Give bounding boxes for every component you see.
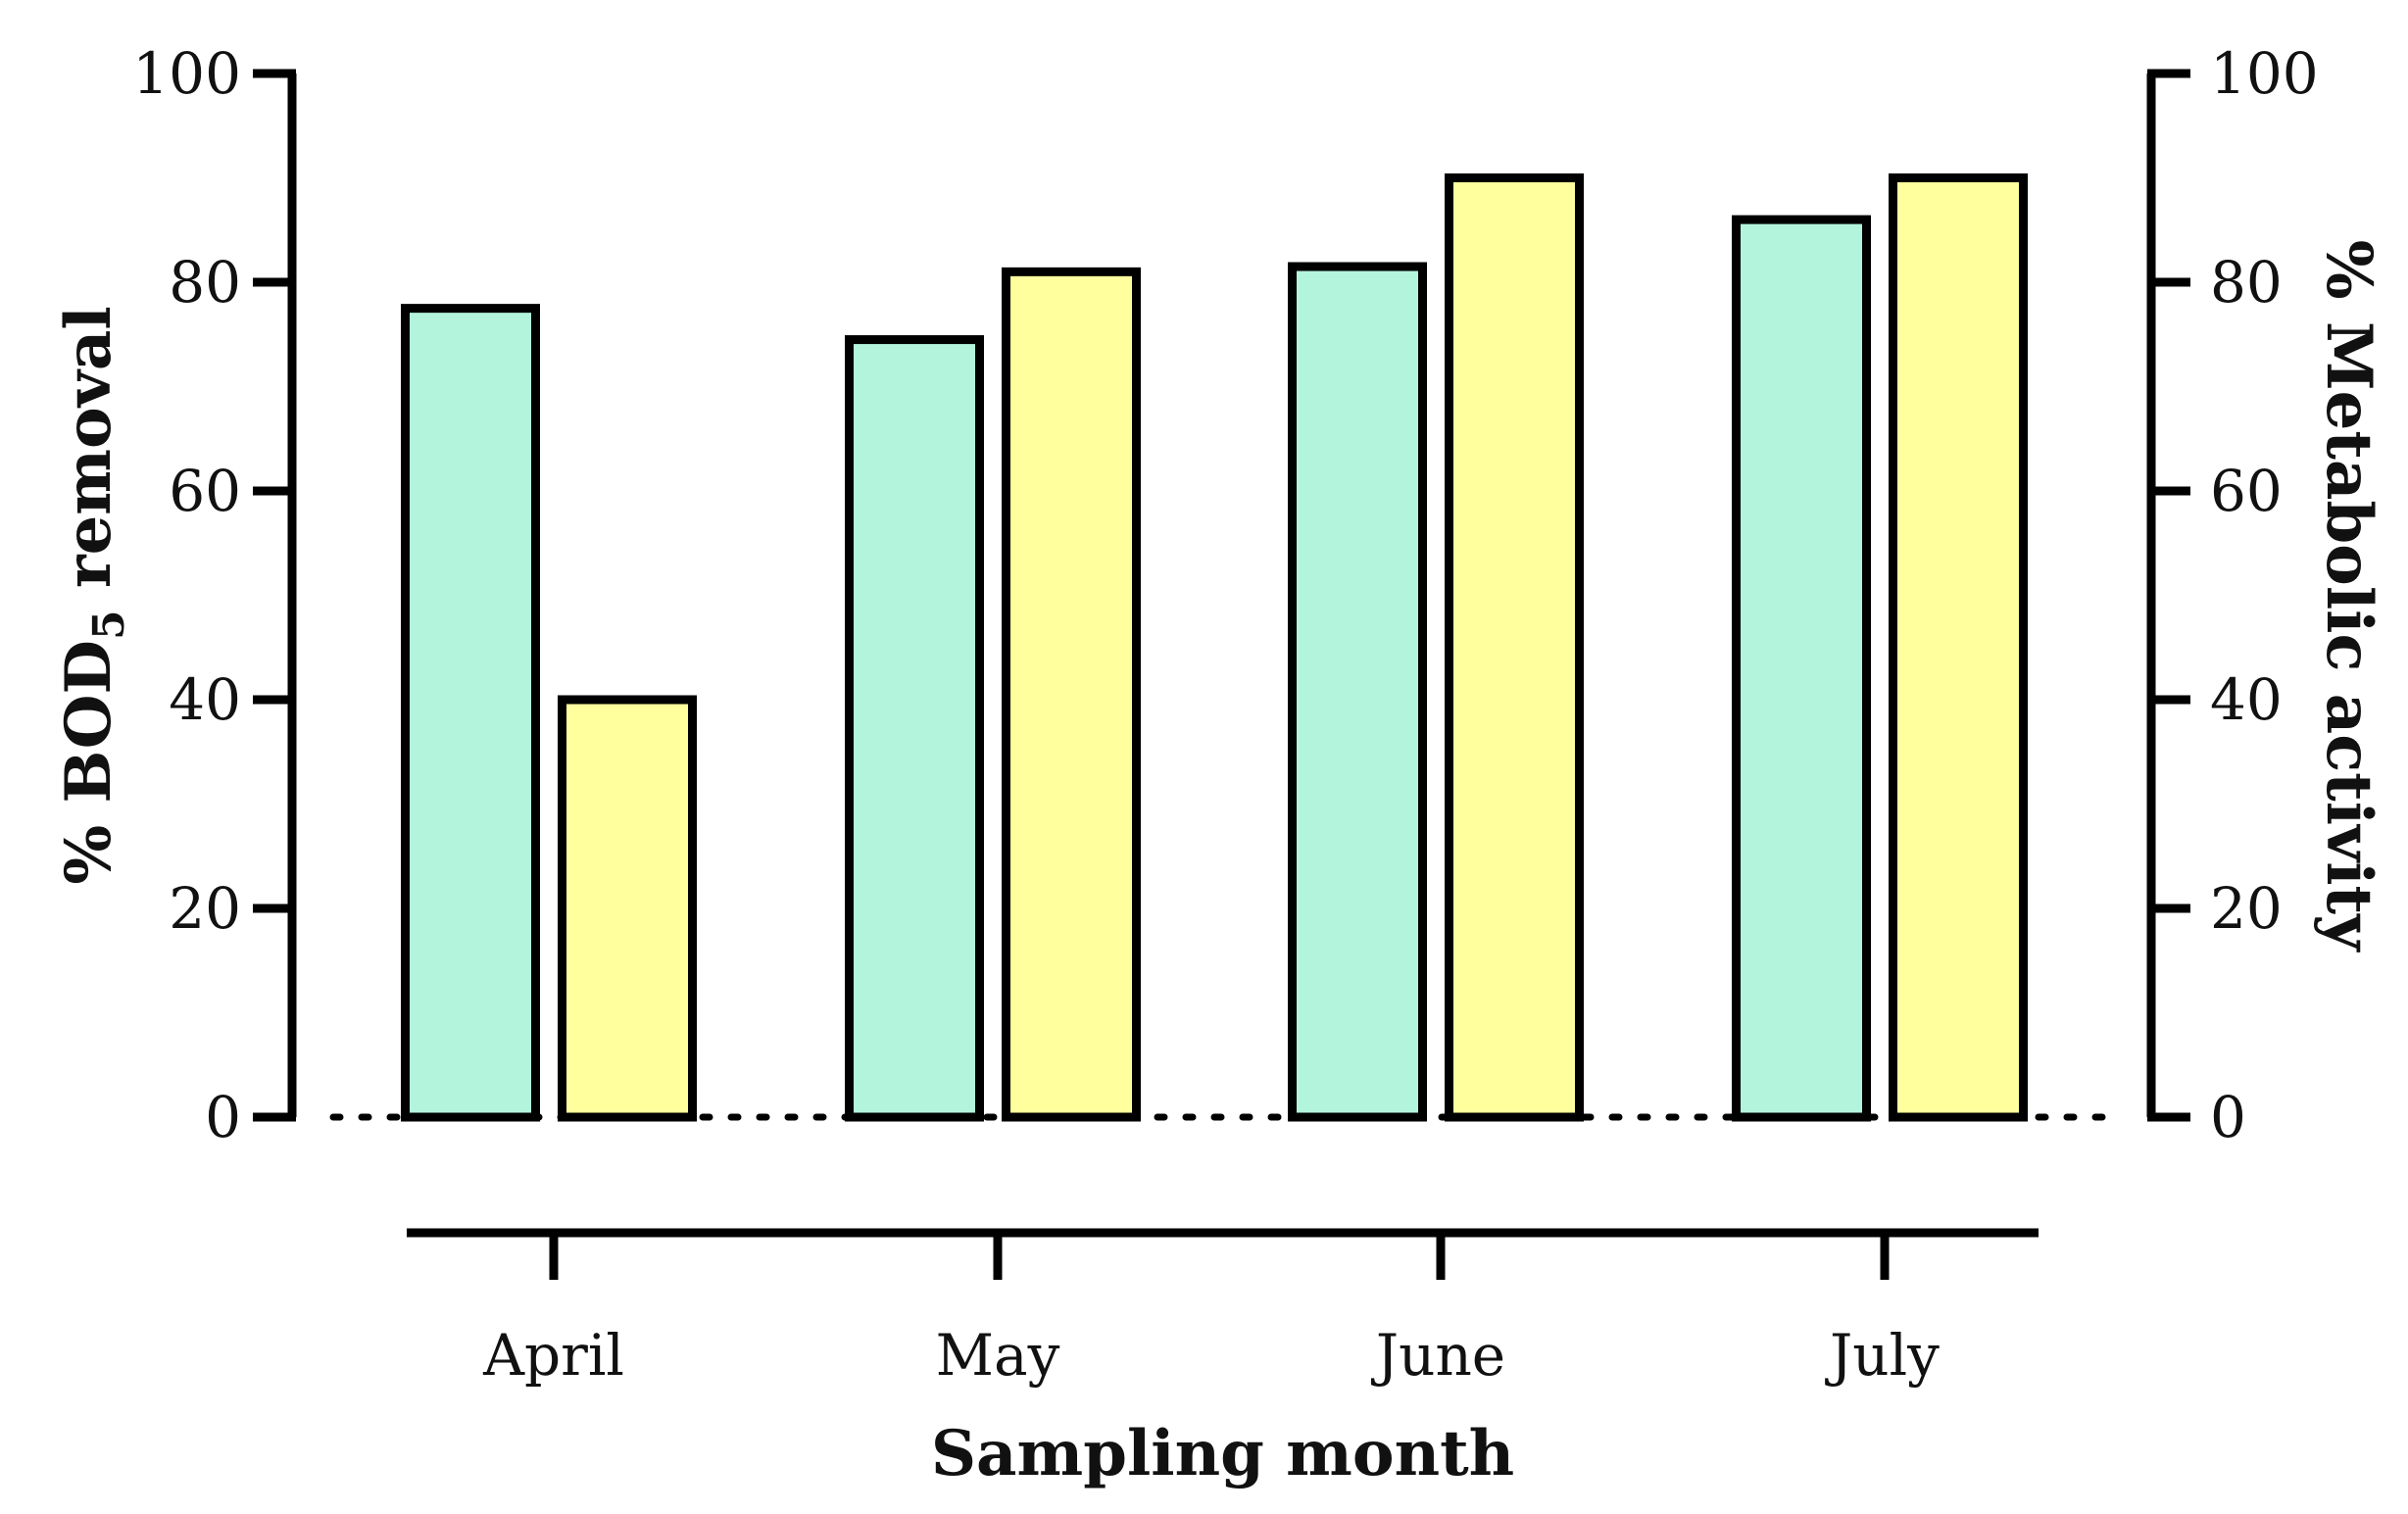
bar-july-series-2: [1889, 173, 2028, 1122]
x-tick-label-june: June: [1371, 1322, 1505, 1389]
right-y-tick-label: 0: [2210, 1084, 2246, 1150]
left-y-tick-label: 20: [169, 875, 241, 942]
left-y-tick-label: 40: [169, 666, 241, 733]
bar-may-series-2: [1002, 267, 1141, 1122]
right-y-tick-label: 80: [2210, 249, 2283, 316]
x-tick-label-may: May: [936, 1322, 1060, 1389]
x-tick-label-july: July: [1825, 1322, 1940, 1389]
bar-april-series-1: [401, 304, 540, 1122]
bar-june-series-1: [1288, 262, 1427, 1122]
left-y-tick-label: 100: [132, 40, 241, 107]
right-y-tick-label: 20: [2210, 875, 2283, 942]
left-y-title-prefix: % BOD: [52, 640, 125, 885]
x-tick-label-april: April: [482, 1322, 624, 1389]
left-y-ticks: 0 20 40 60 80 100: [132, 40, 296, 1150]
bars-group: [401, 173, 2028, 1122]
left-y-tick-label: 60: [169, 458, 241, 524]
x-axis-title: Sampling month: [931, 1417, 1514, 1490]
bar-june-series-2: [1445, 173, 1584, 1122]
right-y-ticks: 0 20 40 60 80 100: [2147, 40, 2319, 1150]
left-y-title-subscript: 5: [84, 610, 134, 640]
right-y-tick-label: 60: [2210, 458, 2283, 524]
bar-april-series-2: [558, 695, 697, 1122]
left-y-title-suffix: removal: [52, 306, 125, 610]
right-y-tick-label: 100: [2210, 40, 2319, 107]
right-y-tick-label: 40: [2210, 666, 2283, 733]
left-y-tick-label: 0: [205, 1084, 241, 1150]
left-y-tick-label: 80: [169, 249, 241, 316]
bar-may-series-1: [845, 335, 984, 1122]
x-ticks: April May June July: [482, 1229, 1940, 1389]
bar-july-series-1: [1732, 215, 1871, 1122]
left-y-axis-title: % BOD5 removal: [52, 306, 134, 884]
right-y-axis-title: % Metabolic activity: [2312, 240, 2385, 952]
